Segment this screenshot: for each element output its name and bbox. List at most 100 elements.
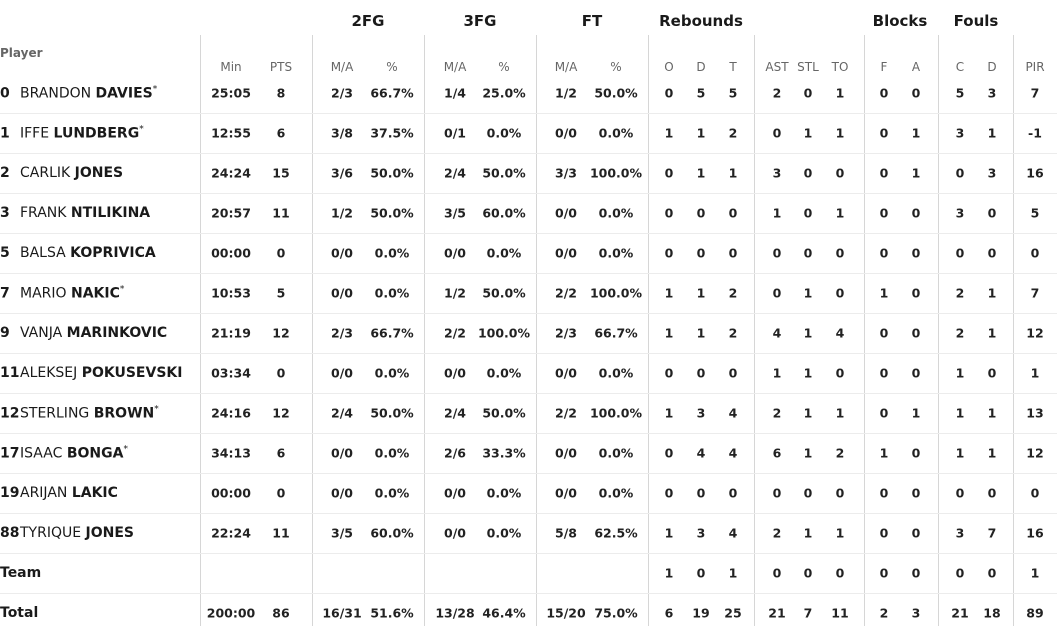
stat-cell: 11 — [831, 605, 849, 621]
stat-cell: 0 — [987, 365, 997, 381]
stat-cell: 1 — [911, 165, 921, 181]
stat-cell: 5 — [955, 85, 965, 101]
row-divider — [0, 553, 1057, 554]
stat-cell: 0 — [696, 485, 706, 501]
stat-cell: 4 — [696, 445, 706, 461]
stat-cell: 0 — [664, 445, 674, 461]
column-header: AST — [765, 60, 789, 74]
stat-cell: 3/3 — [555, 165, 577, 181]
stat-cell: 1 — [835, 85, 845, 101]
stat-cell: 2 — [728, 125, 738, 141]
stat-cell: 1 — [664, 285, 674, 301]
stat-cell: 1 — [696, 285, 706, 301]
stat-cell: 0/0 — [331, 245, 353, 261]
stat-cell: 0 — [911, 445, 921, 461]
stat-cell: 2 — [772, 85, 782, 101]
player-name: 5 BALSA KOPRIVICA — [0, 245, 156, 261]
stat-cell: 0 — [955, 565, 965, 581]
stat-cell: 75.0% — [594, 605, 638, 621]
stat-cell: 15/20 — [546, 605, 586, 621]
stat-cell: 0/0 — [444, 485, 466, 501]
stat-cell: 1 — [803, 405, 813, 421]
stat-cell: 18 — [983, 605, 1001, 621]
player-number: 11 — [0, 365, 20, 381]
stat-cell: 0.0% — [598, 365, 634, 381]
stat-cell: 1 — [728, 165, 738, 181]
stat-cell: 0 — [987, 245, 997, 261]
stat-cell: 6 — [276, 125, 286, 141]
stat-cell: 21 — [768, 605, 786, 621]
row-divider — [0, 313, 1057, 314]
stat-cell: 0.0% — [486, 125, 522, 141]
first-name: TYRIQUE — [20, 525, 82, 541]
player-number: 19 — [0, 485, 20, 501]
stat-cell: 1 — [987, 405, 997, 421]
stat-cell: 4 — [728, 525, 738, 541]
stat-cell: 1 — [835, 525, 845, 541]
stat-cell: 0 — [835, 485, 845, 501]
stat-cell: 2 — [955, 325, 965, 341]
stat-cell: 00:00 — [211, 245, 251, 261]
stat-cell: 0 — [879, 245, 889, 261]
first-name: FRANK — [20, 205, 67, 221]
stat-cell: 0 — [987, 485, 997, 501]
stat-cell: 25 — [724, 605, 742, 621]
player-header: Player — [0, 46, 43, 60]
stat-cell: 1 — [835, 125, 845, 141]
stat-cell: 2 — [879, 605, 889, 621]
stat-cell: 0.0% — [374, 365, 410, 381]
row-divider — [0, 233, 1057, 234]
row-divider — [0, 513, 1057, 514]
stat-cell: 0/0 — [555, 125, 577, 141]
stat-cell: 0 — [879, 325, 889, 341]
stat-cell: 1 — [664, 325, 674, 341]
player-number: 7 — [0, 285, 10, 302]
stat-cell: 0.0% — [374, 485, 410, 501]
stat-cell: 2/3 — [331, 85, 353, 101]
player-name: 19ARIJAN LAKIC — [0, 485, 118, 501]
stat-cell: 100.0% — [477, 325, 531, 341]
stat-cell: 4 — [728, 405, 738, 421]
column-header: M/A — [330, 60, 354, 74]
first-name: ARIJAN — [20, 485, 68, 501]
stat-cell: 0 — [772, 285, 782, 301]
stat-cell: 20:57 — [211, 205, 251, 221]
stat-cell: 1 — [955, 405, 965, 421]
stat-cell: 24:24 — [211, 165, 251, 181]
stat-cell: 0 — [879, 205, 889, 221]
stat-cell: 0 — [879, 485, 889, 501]
stat-cell: 11 — [272, 525, 290, 541]
stat-cell: 10:53 — [211, 285, 251, 301]
column-header: STL — [797, 60, 819, 74]
stat-cell: 0 — [803, 245, 813, 261]
stat-cell: 0 — [1030, 245, 1040, 261]
stat-cell: 0 — [803, 85, 813, 101]
stat-cell: 1 — [803, 525, 813, 541]
stat-cell: 5 — [728, 85, 738, 101]
row-divider — [0, 193, 1057, 194]
stat-cell: 16 — [1026, 525, 1044, 541]
stat-cell: 12 — [1026, 445, 1044, 461]
column-header: D — [987, 60, 997, 74]
stat-cell: 22:24 — [211, 525, 251, 541]
stat-cell: 66.7% — [370, 85, 414, 101]
stat-cell: 100.0% — [589, 165, 643, 181]
stat-cell: 0 — [696, 365, 706, 381]
column-header: M/A — [554, 60, 578, 74]
row-label: Total — [0, 605, 39, 621]
stat-cell: 0 — [835, 245, 845, 261]
row-label: Team — [0, 565, 42, 581]
stat-cell: 200:00 — [206, 605, 256, 621]
stat-cell: 0 — [696, 205, 706, 221]
group-header: Fouls — [953, 12, 999, 30]
stat-cell: 3 — [987, 85, 997, 101]
stat-cell: 0 — [664, 165, 674, 181]
column-divider — [1013, 35, 1014, 626]
stat-cell: 2 — [728, 325, 738, 341]
stat-cell: 1 — [696, 125, 706, 141]
player-name: 3 FRANK NTILIKINA — [0, 205, 150, 221]
stat-cell: 50.0% — [370, 205, 414, 221]
stat-cell: 0 — [803, 565, 813, 581]
player-name: 17ISAAC BONGA* — [0, 445, 128, 462]
